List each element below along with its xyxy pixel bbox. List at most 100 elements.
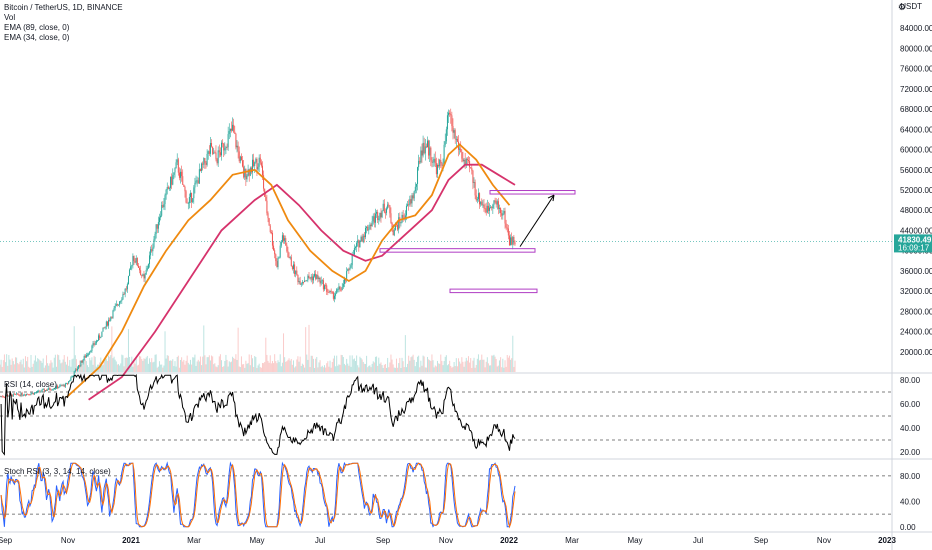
volume-bar — [158, 361, 160, 372]
volume-bar — [269, 355, 271, 372]
candle-body — [70, 377, 72, 381]
candle-body — [511, 237, 513, 245]
candle-body — [106, 321, 108, 326]
candle-body — [85, 355, 87, 358]
candle-body — [221, 142, 223, 156]
volume-bar — [239, 367, 241, 372]
time-tick-label: Sep — [754, 536, 769, 545]
stoch-legend[interactable]: Stoch RSI (3, 3, 14, 14, close) — [4, 467, 111, 477]
candle-body — [154, 233, 156, 240]
volume-bar — [371, 363, 373, 372]
candle-body — [507, 228, 509, 236]
candle-body — [98, 335, 100, 341]
candle-body — [188, 197, 190, 204]
candle-body — [75, 369, 77, 371]
time-tick-label: Nov — [61, 536, 75, 545]
volume-bar — [114, 359, 116, 372]
volume-bar — [235, 354, 237, 372]
volume-bar — [186, 355, 188, 372]
candle-body — [61, 385, 63, 387]
candle-body — [195, 180, 197, 183]
volume-bar — [472, 360, 474, 372]
candle-body — [273, 245, 275, 251]
arrow-line — [519, 194, 555, 247]
volume-bar — [441, 360, 443, 372]
candle-body — [226, 147, 228, 148]
candle-body — [233, 124, 235, 132]
candle-body — [43, 389, 45, 392]
volume-bar — [172, 359, 174, 372]
candle-body — [59, 385, 61, 388]
volume-bar — [22, 358, 24, 372]
volume-bar — [277, 360, 279, 372]
volume-bar — [256, 367, 258, 372]
candle-body — [369, 224, 371, 230]
candle-body — [418, 160, 420, 168]
candle-body — [232, 124, 234, 131]
volume-bar — [115, 361, 117, 372]
candle-body — [137, 265, 139, 268]
candle-body — [246, 175, 248, 180]
volume-bar — [39, 360, 41, 372]
candle-body — [420, 150, 422, 163]
volume-bar — [192, 357, 194, 372]
candle-body — [291, 266, 293, 270]
candle-body — [114, 305, 116, 309]
price-badge-value: 41830.49 — [898, 235, 932, 244]
volume-bar — [74, 355, 76, 372]
candle-body — [280, 241, 282, 246]
candle-body — [391, 222, 393, 230]
candle-body — [167, 187, 169, 189]
candle-body — [141, 275, 143, 276]
volume-bar — [7, 365, 9, 372]
volume-bar — [26, 361, 28, 372]
volume-bar — [110, 355, 112, 372]
volume-bar — [444, 356, 446, 372]
candle-body — [82, 359, 84, 363]
candle-body — [279, 245, 281, 258]
candle-body — [136, 257, 138, 266]
candle-body — [390, 213, 392, 223]
time-tick-label: Jul — [315, 536, 325, 545]
volume-bar — [168, 360, 170, 372]
volume-bar — [146, 355, 148, 372]
candle-body — [388, 204, 390, 206]
candle-body — [312, 276, 314, 281]
volume-bar — [360, 358, 362, 372]
candle-body — [139, 267, 141, 271]
volume-bar — [170, 360, 172, 372]
volume-bar — [434, 365, 436, 372]
volume-bar — [229, 362, 231, 372]
candle-body — [55, 385, 57, 389]
volume-bar — [401, 357, 403, 372]
candle-body — [193, 187, 195, 199]
candle-body — [320, 280, 322, 284]
ema89-legend[interactable]: EMA (89, close, 0) — [4, 23, 70, 32]
candle-body — [145, 269, 147, 275]
candle-body — [475, 195, 477, 201]
candle-body — [362, 235, 364, 242]
support-resistance-zones[interactable] — [379, 190, 576, 294]
candle-body — [23, 394, 25, 396]
volume-bar — [413, 359, 415, 372]
volume-legend[interactable]: Vol — [4, 13, 16, 22]
volume-bar — [513, 366, 515, 372]
candle-body — [372, 216, 374, 222]
volume-bar — [473, 357, 475, 372]
candle-body — [238, 151, 240, 162]
settings-icon[interactable]: ⚙ — [897, 2, 906, 12]
volume-bar — [453, 362, 455, 372]
candle-body — [90, 351, 92, 352]
candle-body — [215, 152, 217, 160]
candle-body — [436, 164, 438, 175]
volume-bar — [459, 361, 461, 372]
candle-body — [378, 218, 380, 220]
candle-body — [212, 146, 214, 154]
ema34-legend[interactable]: EMA (34, close, 0) — [4, 33, 70, 42]
rsi-legend[interactable]: RSI (14, close) — [4, 380, 57, 390]
symbol-title[interactable]: Bitcoin / TetherUS, 1D, BINANCE — [4, 3, 123, 12]
candle-body — [20, 392, 22, 396]
candle-body — [470, 167, 472, 169]
candle-body — [1, 396, 3, 397]
